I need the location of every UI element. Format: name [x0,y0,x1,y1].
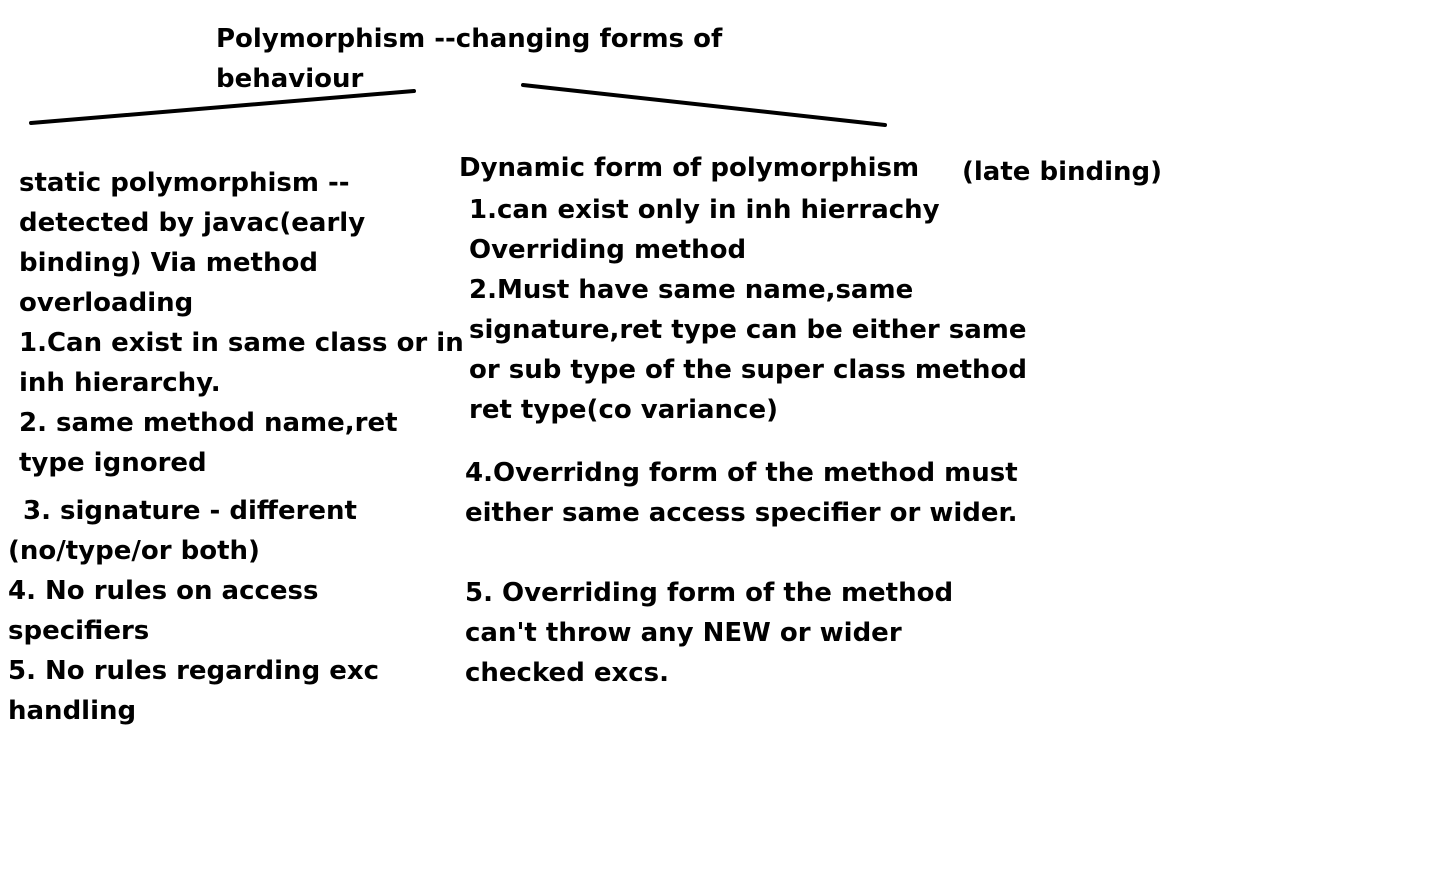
dynamic-line: 4.Overridng form of the method must [465,458,1018,488]
dynamic-line: 1.can exist only in inh hierrachy [469,195,940,225]
static-line: 1.Can exist in same class or in [19,328,464,358]
left-branch-line [29,89,416,125]
right-branch-line [521,83,887,127]
static-line: specifiers [8,616,150,646]
static-line: binding) Via method [19,248,318,278]
dynamic-heading-note: (late binding) [962,157,1163,187]
static-line: 4. No rules on access [8,576,319,606]
static-line: type ignored [19,448,207,478]
dynamic-line: either same access specifier or wider. [465,498,1018,528]
dynamic-line: 2.Must have same name,same [469,275,914,305]
static-line: inh hierarchy. [19,368,221,398]
static-line: static polymorphism -- [19,168,350,198]
static-line: handling [8,696,137,726]
static-line: (no/type/or both) [8,536,260,566]
dynamic-line: Overriding method [469,235,747,265]
static-line: 3. signature - different [23,496,357,526]
dynamic-line: or sub type of the super class method [469,355,1028,385]
title-line-1: Polymorphism --changing forms of [216,24,723,54]
static-line: overloading [19,288,194,318]
dynamic-line: 5. Overriding form of the method [465,578,954,608]
dynamic-line: signature,ret type can be either same [469,315,1027,345]
dynamic-heading: Dynamic form of polymorphism [459,153,920,183]
static-line: 5. No rules regarding exc [8,656,380,686]
dynamic-line: checked excs. [465,658,670,688]
title-line-2: behaviour [216,64,364,94]
dynamic-line: can't throw any NEW or wider [465,618,902,648]
static-line: detected by javac(early [19,208,366,238]
static-line: 2. same method name,ret [19,408,398,438]
dynamic-line: ret type(co variance) [469,395,778,425]
